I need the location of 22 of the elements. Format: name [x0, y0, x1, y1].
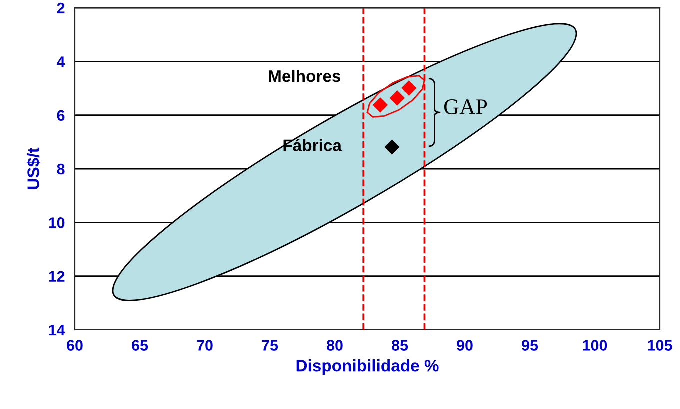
- y-tick-label: 6: [57, 110, 65, 122]
- x-tick-label: 65: [132, 340, 148, 351]
- x-axis-title: Disponibilidade %: [296, 360, 439, 376]
- annotation: Melhores: [269, 70, 341, 82]
- x-tick-label: 80: [326, 340, 343, 351]
- x-tick-label: 70: [197, 340, 213, 351]
- y-tick-label: 8: [57, 164, 65, 175]
- y-tick-label: 10: [49, 218, 65, 228]
- y-tick-label: 2: [57, 2, 65, 14]
- x-tick-label: 105: [648, 340, 672, 351]
- y-tick-label: 12: [49, 271, 65, 282]
- x-tick-label: 75: [262, 340, 278, 351]
- y-tick-label: 14: [49, 325, 66, 336]
- x-tick-label: 100: [583, 340, 608, 351]
- y-axis-title: US$/t: [26, 148, 41, 190]
- x-tick-label: 90: [457, 340, 473, 351]
- annotation: Fábrica: [284, 139, 342, 152]
- y-tick-label: 4: [57, 56, 66, 68]
- x-tick-label: 85: [392, 340, 408, 351]
- x-tick-label: 60: [67, 340, 83, 351]
- annotation: GAP: [444, 100, 488, 114]
- x-tick-label: 95: [522, 340, 538, 351]
